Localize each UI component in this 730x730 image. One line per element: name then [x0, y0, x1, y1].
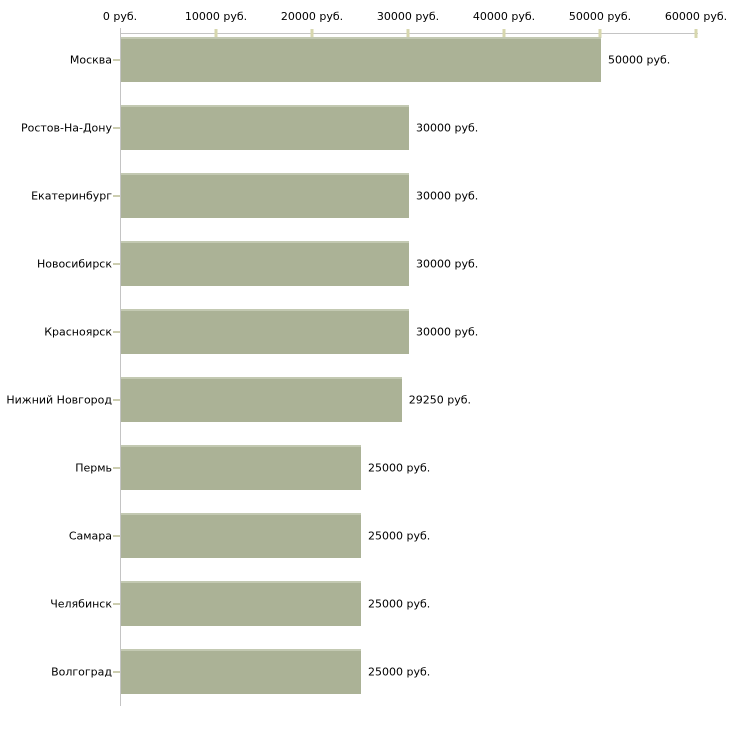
chart-bar-row: Екатеринбург 30000 руб. — [0, 169, 730, 237]
chart-bar-row: Челябинск 25000 руб. — [0, 577, 730, 645]
category-label: Нижний Новгород — [6, 393, 112, 407]
value-label: 30000 руб. — [416, 189, 479, 203]
chart-bar-row: Москва 50000 руб. — [0, 33, 730, 101]
y-axis-tick-mark — [113, 467, 120, 469]
x-axis-tick-label: 50000 руб. — [568, 10, 632, 23]
value-label: 25000 руб. — [368, 461, 431, 475]
category-label: Челябинск — [50, 597, 112, 611]
category-label: Красноярск — [44, 325, 112, 339]
x-axis-tick-label: 40000 руб. — [472, 10, 536, 23]
x-axis-tick-label: 60000 руб. — [664, 10, 728, 23]
y-axis-tick-mark — [113, 127, 120, 129]
x-axis-tick-label: 0 руб. — [102, 10, 138, 23]
value-label: 29250 руб. — [408, 393, 472, 407]
x-axis-tick-mark — [598, 29, 602, 38]
value-label: 25000 руб. — [368, 597, 431, 611]
category-label: Волгоград — [51, 665, 112, 679]
y-axis-tick-mark — [113, 59, 120, 61]
y-axis-line — [120, 28, 121, 706]
x-axis-tick-mark — [214, 29, 218, 38]
bar — [121, 513, 361, 558]
y-axis-tick-mark — [113, 331, 120, 333]
bar — [121, 377, 402, 422]
chart-bar-row: Красноярск 30000 руб. — [0, 305, 730, 373]
value-label: 30000 руб. — [416, 257, 479, 271]
category-label: Самара — [68, 529, 112, 543]
chart-bar-row: Пермь 25000 руб. — [0, 441, 730, 509]
bar — [121, 105, 409, 150]
bar — [121, 581, 361, 626]
category-label: Ростов-На-Дону — [20, 121, 112, 135]
bar — [121, 241, 409, 286]
chart-bar-row: Новосибирск 30000 руб. — [0, 237, 730, 305]
y-axis-tick-mark — [113, 671, 120, 673]
chart-bar-row: Ростов-На-Дону 30000 руб. — [0, 101, 730, 169]
y-axis-tick-mark — [113, 603, 120, 605]
bar — [121, 649, 361, 694]
x-axis-tick-mark — [406, 29, 410, 38]
chart-bar-row: Волгоград 25000 руб. — [0, 645, 730, 713]
chart-bar-row: Нижний Новгород 29250 руб. — [0, 373, 730, 441]
value-label: 30000 руб. — [416, 121, 479, 135]
category-label: Москва — [69, 53, 112, 67]
x-axis-tick-mark — [694, 29, 698, 38]
x-axis-tick-label: 30000 руб. — [376, 10, 440, 23]
chart-bar-row: Самара 25000 руб. — [0, 509, 730, 577]
value-label: 30000 руб. — [416, 325, 479, 339]
value-label: 50000 руб. — [608, 53, 671, 67]
x-axis-tick-mark — [310, 29, 314, 38]
bar — [121, 37, 601, 82]
x-axis-tick-label: 20000 руб. — [280, 10, 344, 23]
category-label: Новосибирск — [36, 257, 112, 271]
value-label: 25000 руб. — [368, 665, 431, 679]
category-label: Екатеринбург — [31, 189, 112, 203]
bar — [121, 445, 361, 490]
value-label: 25000 руб. — [368, 529, 431, 543]
y-axis-tick-mark — [113, 263, 120, 265]
category-label: Пермь — [75, 461, 112, 475]
chart-rows: Москва 50000 руб. Ростов-На-Дону 30000 руб.… — [0, 33, 730, 713]
bar — [121, 173, 409, 218]
y-axis-tick-mark — [113, 195, 120, 197]
x-axis-tick-mark — [502, 29, 506, 38]
y-axis-tick-mark — [113, 535, 120, 537]
y-axis-tick-mark — [113, 399, 120, 401]
bar — [121, 309, 409, 354]
x-axis-tick-label: 10000 руб. — [184, 10, 248, 23]
